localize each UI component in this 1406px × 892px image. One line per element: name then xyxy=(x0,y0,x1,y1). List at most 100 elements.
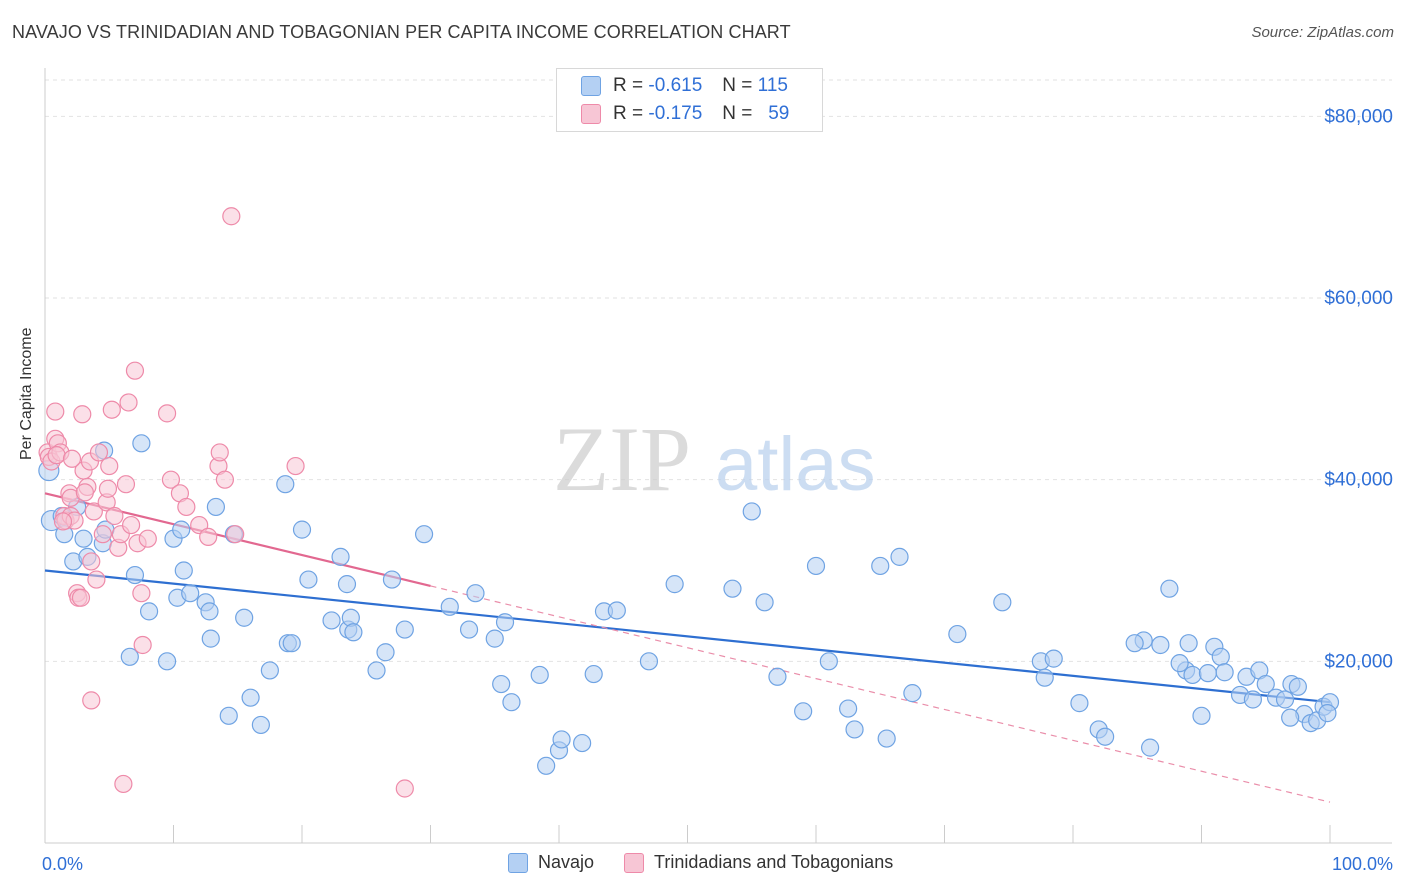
navajo-point xyxy=(282,634,301,653)
navajo-point xyxy=(537,756,556,775)
legend-swatch-trinidadian xyxy=(581,104,601,124)
navajo-point xyxy=(1125,634,1144,653)
navajo-point xyxy=(1192,706,1211,725)
x-tick-labels: 0.0% 100.0% xyxy=(42,854,1393,874)
legend-r-value: -0.615 xyxy=(648,75,703,96)
watermark-atlas: atlas xyxy=(715,422,876,507)
trinidadian-point xyxy=(161,470,181,489)
navajo-point xyxy=(1211,647,1230,666)
navajo-point xyxy=(120,647,139,666)
trinidadian-point xyxy=(73,405,92,424)
trinidadian-point xyxy=(82,552,101,571)
navajo-point xyxy=(495,613,515,632)
navajo-point xyxy=(665,575,684,594)
trinidadian-point xyxy=(105,506,124,526)
navajo-point xyxy=(157,652,177,671)
navajo-point xyxy=(552,730,571,749)
navajo-point xyxy=(331,547,350,566)
trend-line-navajo xyxy=(44,569,1331,704)
trinidadian-point xyxy=(138,529,157,548)
navajo-point xyxy=(219,706,238,725)
navajo-point xyxy=(755,593,774,612)
navajo-point xyxy=(1140,738,1160,757)
legend-r-label: R = xyxy=(613,75,644,96)
navajo-point xyxy=(794,702,813,721)
trinidadian-point xyxy=(82,691,101,710)
legend-label-trinidadian: Trinidadians and Tobagonians xyxy=(654,852,894,872)
navajo-point xyxy=(530,665,549,685)
trinidadian-point xyxy=(222,207,241,226)
trend-line-trinidadian-extension xyxy=(430,585,1331,803)
trinidadian-point xyxy=(121,515,141,535)
navajo-point xyxy=(344,623,363,642)
navajo-point xyxy=(367,661,386,680)
navajo-point xyxy=(299,570,318,589)
legend-n-label: N = xyxy=(722,103,753,124)
trinidadian-point xyxy=(87,570,106,589)
navajo-point xyxy=(322,611,341,630)
navajo-point xyxy=(1288,677,1307,696)
navajo-point xyxy=(1281,708,1300,727)
navajo-point xyxy=(485,629,504,648)
navajo-point xyxy=(573,733,592,753)
legend-row-trinidadian: R = -0.175 N = 59 xyxy=(581,101,789,127)
legend-n-value: 115 xyxy=(757,75,788,96)
y-tick-label: $80,000 xyxy=(1324,106,1393,127)
trinidadian-point xyxy=(114,774,133,794)
navajo-point xyxy=(235,608,254,627)
legend-item-navajo[interactable]: Navajo xyxy=(508,852,594,873)
navajo-point xyxy=(1160,579,1179,598)
legend-item-trinidadian[interactable]: Trinidadians and Tobagonians xyxy=(624,852,893,873)
navajo-point xyxy=(466,584,485,603)
legend-r-value: -0.175 xyxy=(648,103,703,124)
navajo-point xyxy=(1179,634,1198,653)
navajo-point xyxy=(890,547,909,566)
navajo-point xyxy=(200,602,219,621)
trinidadian-point xyxy=(47,446,66,465)
navajo-point xyxy=(1215,663,1234,682)
navajo-point xyxy=(395,620,414,639)
trinidadian-point xyxy=(46,402,65,421)
trinidadian-point xyxy=(199,527,218,546)
y-tick-label: $40,000 xyxy=(1324,470,1393,491)
navajo-point xyxy=(839,699,858,718)
series-trinidadian-points xyxy=(38,207,414,798)
navajo-point xyxy=(139,602,159,621)
navajo-point xyxy=(845,720,864,739)
trinidadian-point xyxy=(93,525,112,544)
navajo-point xyxy=(877,729,896,748)
navajo-point xyxy=(251,715,270,735)
trinidadian-point xyxy=(119,393,138,412)
navajo-point xyxy=(260,661,279,680)
trinidadian-point xyxy=(89,443,109,462)
trinidadian-point xyxy=(75,483,94,502)
navajo-point xyxy=(819,652,838,671)
navajo-point xyxy=(459,620,479,639)
navajo-point xyxy=(1256,674,1275,694)
trinidadian-point xyxy=(100,456,119,476)
navajo-point xyxy=(414,525,434,544)
y-tick-labels: $20,000 $40,000 $60,000 $80,000 xyxy=(1324,106,1393,672)
navajo-point xyxy=(948,624,967,644)
trinidadian-point xyxy=(62,449,82,468)
trinidadian-point xyxy=(177,497,196,517)
y-tick-label: $60,000 xyxy=(1324,288,1393,309)
navajo-point xyxy=(174,561,193,580)
navajo-point xyxy=(492,674,511,694)
navajo-point xyxy=(742,502,761,521)
navajo-point xyxy=(1243,690,1263,709)
navajo-point xyxy=(382,570,402,589)
navajo-point xyxy=(1275,690,1295,709)
navajo-point xyxy=(723,579,742,598)
navajo-point xyxy=(1198,664,1218,683)
trinidadian-point xyxy=(286,456,305,476)
trinidadian-point xyxy=(226,525,245,544)
trinidadian-point xyxy=(53,512,73,531)
trinidadian-point xyxy=(125,361,145,380)
trinidadian-point xyxy=(116,475,136,494)
navajo-point xyxy=(502,693,521,712)
navajo-point xyxy=(1035,668,1054,687)
legend-label-navajo: Navajo xyxy=(538,852,595,872)
source-credit: Source: ZipAtlas.com xyxy=(1251,24,1394,41)
